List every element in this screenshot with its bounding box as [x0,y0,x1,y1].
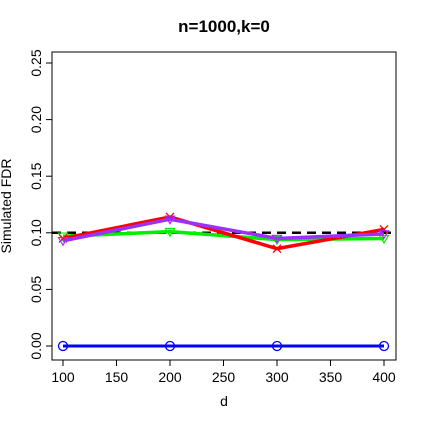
x-tick-label: 100 [51,369,75,385]
y-tick-label: 0.15 [28,162,44,189]
x-axis: 100 150 200 250 300 350 400 [51,360,396,385]
x-tick-label: 250 [212,369,236,385]
plot-area [52,212,396,352]
y-tick-label: 0.10 [28,219,44,246]
series-point [164,215,176,225]
series-point [271,340,283,352]
y-tick-label: 0.05 [28,276,44,303]
series-point [164,227,176,238]
series-point [57,340,69,352]
chart-title: n=1000,k=0 [178,17,270,36]
y-tick-label: 0.25 [28,49,44,76]
y-tick-label: 0.00 [28,332,44,359]
x-tick-label: 350 [319,369,343,385]
series-point [378,230,390,240]
x-tick-label: 150 [105,369,129,385]
series-point [379,224,389,234]
series-line-4 [62,217,385,243]
y-axis-label: Simulated FDR [0,159,14,254]
x-tick-label: 200 [158,369,182,385]
series-point [271,234,283,245]
y-axis: 0.00 0.05 0.10 0.15 0.20 0.25 [28,49,52,360]
x-tick-label: 300 [265,369,289,385]
series-point [272,244,282,254]
plot-frame [51,51,397,361]
y-tick-label: 0.20 [28,106,44,133]
series-line-3 [62,215,385,251]
x-axis-label: d [220,393,228,409]
x-tick-label: 400 [372,369,396,385]
series-point [378,340,390,352]
series-point [164,340,176,352]
series-point [57,236,69,247]
